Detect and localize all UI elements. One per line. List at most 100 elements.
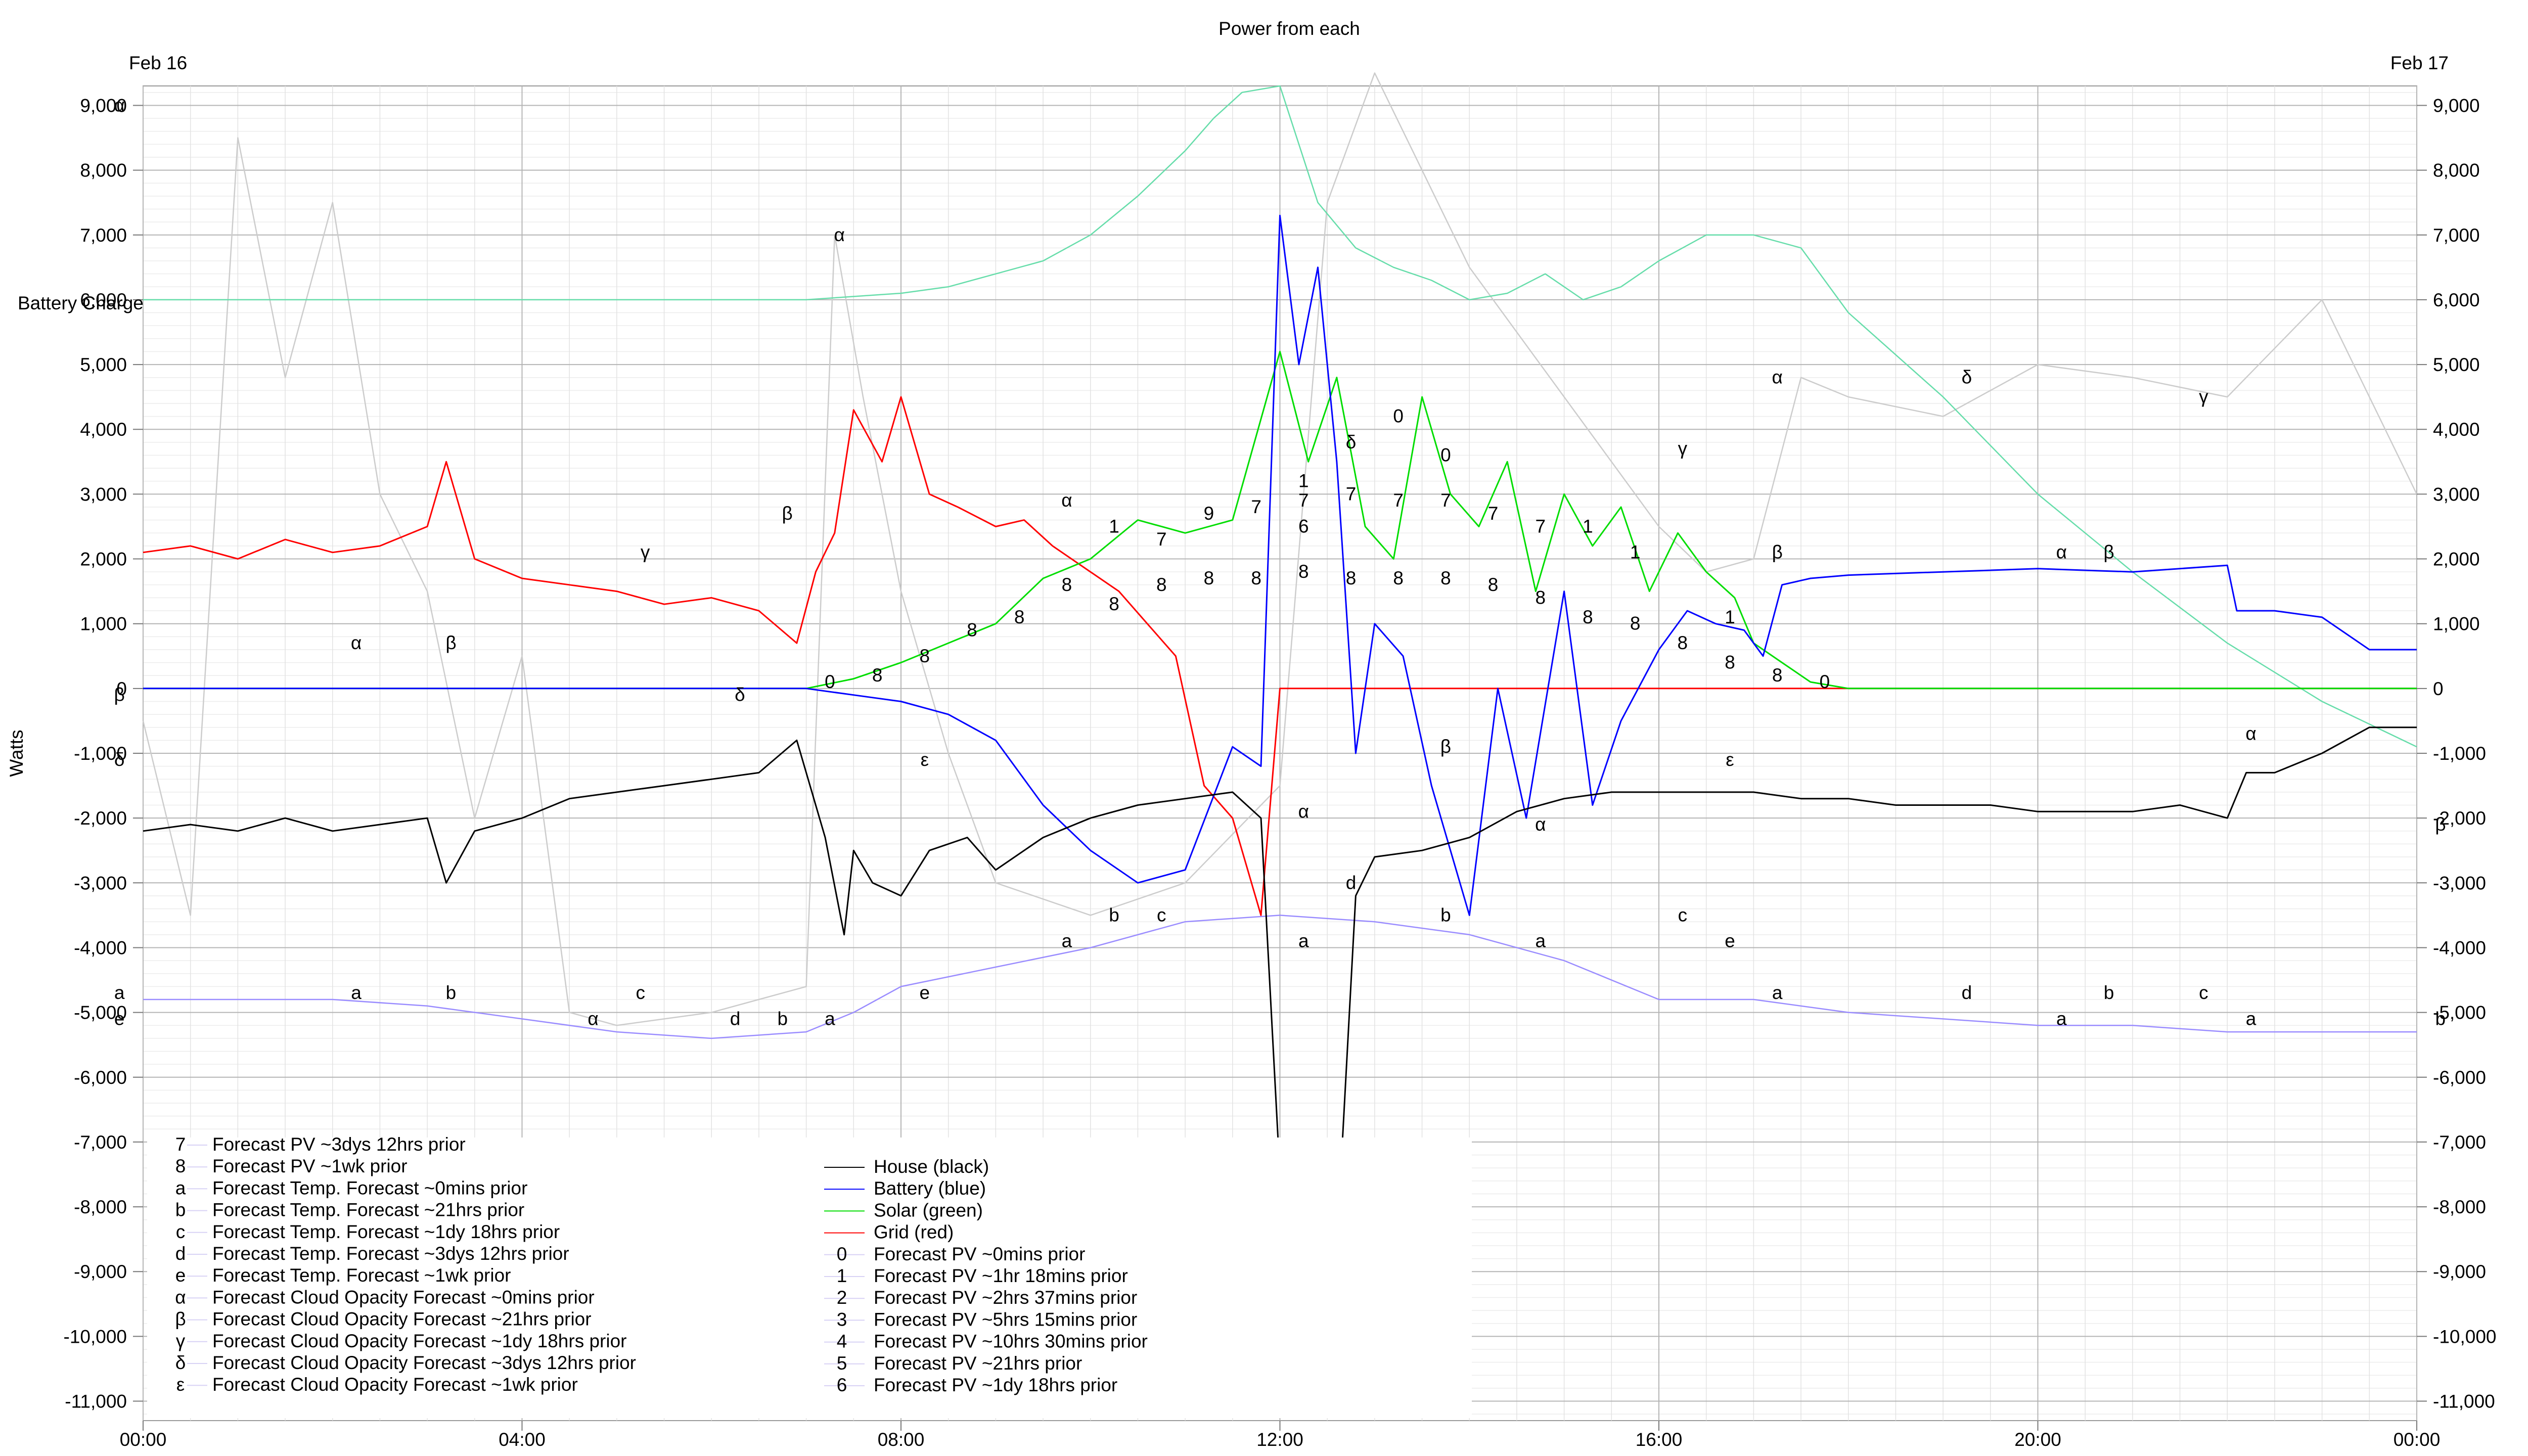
legend-label: Forecast Cloud Opacity Forecast ~1dy 18h… <box>212 1331 627 1351</box>
x-tick-label: 12:00 <box>1256 1429 1303 1450</box>
forecast-marker: δ <box>1962 367 1972 388</box>
forecast-marker: c <box>636 982 645 1003</box>
forecast-marker: α <box>351 632 362 653</box>
forecast-marker: 8 <box>1393 568 1404 588</box>
forecast-marker: a <box>1062 931 1072 951</box>
legend-marker: e <box>175 1265 186 1286</box>
forecast-marker: γ <box>2199 386 2208 407</box>
forecast-marker: 8 <box>1062 574 1072 595</box>
forecast-marker: α <box>588 1008 598 1029</box>
forecast-marker: 1 <box>1298 471 1309 491</box>
forecast-marker: 0 <box>1393 406 1404 427</box>
forecast-marker: γ <box>1678 438 1688 459</box>
x-tick-label: 08:00 <box>878 1429 925 1450</box>
forecast-marker: a <box>351 982 362 1003</box>
y-tick-label-left: 5,000 <box>80 354 127 375</box>
forecast-marker: 8 <box>1251 568 1261 588</box>
forecast-marker: 8 <box>920 646 930 666</box>
forecast-marker: 8 <box>1156 574 1167 595</box>
legend-label: Solar (green) <box>874 1200 983 1220</box>
forecast-marker: α <box>114 95 124 115</box>
legend-marker: 3 <box>837 1309 847 1330</box>
forecast-marker: 8 <box>1014 607 1025 627</box>
forecast-marker: e <box>114 1008 125 1029</box>
y-tick-label-left: -9,000 <box>74 1261 127 1282</box>
legend-label: Forecast Temp. Forecast ~1wk prior <box>212 1265 511 1286</box>
legend-label: Battery (blue) <box>874 1178 986 1199</box>
y-tick-label-right: -3,000 <box>2433 873 2486 893</box>
y-tick-label-left: 4,000 <box>80 419 127 440</box>
legend-marker: 8 <box>175 1156 186 1176</box>
y-tick-label-left: -3,000 <box>74 873 127 893</box>
legend-marker: 6 <box>837 1375 847 1395</box>
chart-title: Power from each <box>1218 18 1360 39</box>
forecast-marker: d <box>1346 872 1357 893</box>
legend-marker: ε <box>176 1374 185 1395</box>
forecast-marker: 9 <box>1204 503 1214 524</box>
forecast-marker: α <box>1298 801 1309 822</box>
forecast-marker: 7 <box>1393 490 1404 511</box>
forecast-marker: 7 <box>1488 503 1499 524</box>
y-tick-label-right: -1,000 <box>2433 743 2486 764</box>
legend-label: Forecast Temp. Forecast ~3dys 12hrs prio… <box>212 1243 569 1264</box>
forecast-marker: 8 <box>1204 568 1214 588</box>
forecast-marker: a <box>825 1008 835 1029</box>
axes: 9,000 9,000 8,000 8,000 7,000 7,000 6,000 6,000… <box>64 95 2497 1450</box>
forecast-marker: 1 <box>1725 607 1735 627</box>
legend-label: Forecast PV ~10hrs 30mins prior <box>874 1331 1148 1352</box>
legend-label: House (black) <box>874 1156 989 1177</box>
y-tick-label-right: -9,000 <box>2433 1261 2486 1282</box>
forecast-marker: c <box>2199 982 2208 1003</box>
forecast-marker: c <box>1678 904 1688 925</box>
forecast-marker: α <box>2245 723 2256 744</box>
forecast-marker: b <box>446 982 457 1003</box>
forecast-marker: 8 <box>1298 561 1309 582</box>
forecast-marker: β <box>1772 542 1783 563</box>
y-tick-label-right: -4,000 <box>2433 937 2486 958</box>
legend-marker: 0 <box>837 1244 847 1264</box>
legend-marker: δ <box>175 1352 186 1373</box>
forecast-marker: 0 <box>825 671 835 692</box>
y-tick-label-left: -11,000 <box>65 1391 127 1412</box>
y-tick-label-right: 6,000 <box>2433 290 2480 310</box>
forecast-marker: 0 <box>1440 444 1451 465</box>
forecast-marker: 7 <box>1346 483 1357 504</box>
y-tick-label-left: 1,000 <box>80 614 127 634</box>
series-line-grid-red- <box>143 396 2417 916</box>
forecast-marker: β <box>782 503 793 524</box>
legend-label: Forecast PV ~1dy 18hrs prior <box>874 1375 1117 1395</box>
legend-marker: 4 <box>837 1331 847 1352</box>
legend-marker: 2 <box>837 1287 847 1308</box>
y-tick-label-left: 8,000 <box>80 160 127 181</box>
forecast-marker: d <box>1962 982 1972 1003</box>
y-tick-label-right: -2,000 <box>2433 808 2486 829</box>
forecast-marker: δ <box>735 685 745 705</box>
series-line-house-black- <box>143 726 2417 1286</box>
forecast-marker: 8 <box>967 620 977 641</box>
x-tick-label: 16:00 <box>1636 1429 1683 1450</box>
legend-marker: γ <box>176 1331 186 1351</box>
legend-marker: 1 <box>837 1265 847 1286</box>
y-tick-label-right: 4,000 <box>2433 419 2480 440</box>
y-tick-label-left: -8,000 <box>74 1197 127 1217</box>
forecast-marker: ε <box>1726 749 1734 770</box>
y-tick-label-left: 7,000 <box>80 225 127 246</box>
y-tick-label-right: -7,000 <box>2433 1132 2486 1153</box>
legend-label: Forecast Temp. Forecast ~21hrs prior <box>212 1200 524 1220</box>
forecast-marker: b <box>1440 904 1451 925</box>
legend-label: Forecast Temp. Forecast ~0mins prior <box>212 1177 527 1198</box>
legend-marker: b <box>175 1200 186 1220</box>
y-tick-label-left: -2,000 <box>74 808 127 829</box>
y-tick-label-left: -6,000 <box>74 1067 127 1088</box>
y-tick-label-right: 0 <box>2433 678 2444 699</box>
y-tick-label-left: 6,000 <box>80 290 127 310</box>
forecast-marker: 8 <box>1346 568 1357 588</box>
legend-marker: 7 <box>175 1134 186 1155</box>
forecast-marker: β <box>2103 542 2114 563</box>
y-tick-label-right: 9,000 <box>2433 95 2480 116</box>
forecast-marker: a <box>114 982 125 1003</box>
forecast-marker: c <box>1157 904 1166 925</box>
y-tick-label-left: -7,000 <box>74 1132 127 1153</box>
legend-label: Forecast Cloud Opacity Forecast ~1wk pri… <box>212 1374 578 1395</box>
legend-label: Forecast PV ~3dys 12hrs prior <box>212 1134 466 1155</box>
